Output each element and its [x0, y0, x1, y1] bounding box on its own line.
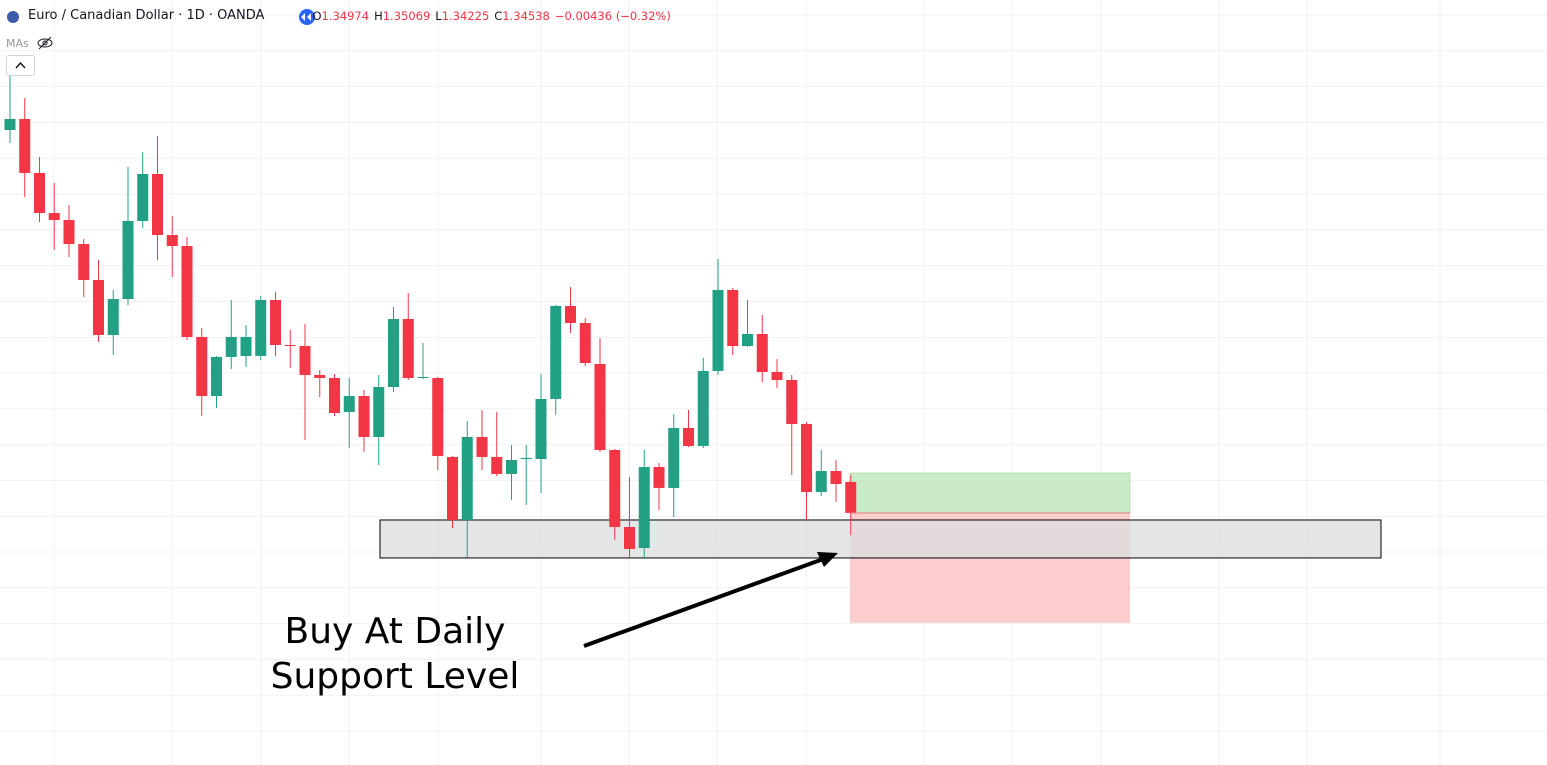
candle-body: [579, 322, 591, 364]
candle-body: [476, 436, 488, 457]
ohlc-letter: O: [312, 8, 322, 23]
candle-body: [683, 428, 694, 447]
ohlc-letter: L: [435, 8, 442, 23]
candle-body: [712, 289, 724, 371]
candle-body: [594, 364, 606, 450]
candle-body: [137, 173, 149, 221]
candle-body: [211, 356, 222, 397]
candle-body: [34, 172, 45, 214]
candle-body: [19, 118, 31, 173]
candle-body: [255, 299, 267, 356]
candle-body: [358, 396, 370, 437]
target-zone: [849, 472, 1131, 514]
candle-body: [550, 305, 562, 400]
symbol-logo: [7, 11, 19, 23]
candle-body: [609, 449, 621, 528]
candle-body: [78, 244, 90, 281]
candle-body: [48, 213, 60, 220]
candle-body: [535, 399, 547, 460]
candle-body: [668, 428, 680, 488]
ohlc-value: 1.35069: [382, 8, 431, 23]
candle-body: [520, 457, 532, 460]
ohlc-letter: H: [374, 8, 383, 23]
candle-body: [624, 527, 635, 549]
candle-body: [314, 374, 326, 379]
replay-arrows: [301, 13, 311, 21]
candle-body: [240, 336, 252, 356]
candle-body: [93, 280, 104, 335]
annotation-text: Support Level: [271, 656, 520, 697]
candle-body: [432, 378, 444, 456]
chevron: [15, 61, 26, 69]
candle-body: [225, 336, 237, 357]
candle-body: [771, 371, 783, 381]
candle-body: [461, 436, 473, 520]
candle-body: [506, 460, 517, 474]
candle-body: [638, 466, 650, 549]
candle-body: [653, 466, 665, 488]
candle-body: [373, 386, 385, 437]
candle-body: [343, 396, 355, 413]
candle-body: [756, 333, 768, 372]
arrow-shaft: [583, 556, 827, 648]
candle-body: [417, 377, 429, 379]
ohlc-value: 1.34538: [502, 8, 550, 23]
candle-body: [4, 118, 16, 131]
candle-body: [166, 234, 178, 247]
candle-body: [388, 318, 399, 387]
header: Euro / Canadian Dollar · 1D · OANDA O1.3…: [28, 8, 676, 23]
ohlc-letter: C: [494, 8, 503, 23]
candle-body: [565, 305, 576, 323]
candle-body: [815, 470, 827, 493]
ohlc: O1.34974 H1.35069 L1.34225 C1.34538 −0.00436…: [312, 9, 675, 23]
support-zone: [379, 519, 1382, 559]
symbol[interactable]: Euro / Canadian Dollar · 1D · OANDA: [28, 8, 265, 23]
annotation-text: Buy At Daily: [285, 611, 506, 652]
candle-body: [270, 299, 281, 346]
collapse-button[interactable]: [6, 55, 35, 76]
candle-body: [697, 370, 709, 447]
arrow-head: [817, 552, 838, 567]
candle-body: [402, 318, 414, 379]
ohlc-value: 1.34225: [441, 8, 490, 23]
hide-icon[interactable]: [36, 36, 54, 50]
candle-body: [329, 378, 340, 414]
candle-body: [491, 456, 503, 474]
candle-body: [122, 220, 134, 300]
candle-body: [107, 299, 119, 335]
candle-body: [152, 173, 163, 235]
change: −0.00436 (−0.32%): [554, 8, 671, 23]
candle-body: [284, 345, 296, 347]
indicator-label: MAs: [6, 37, 29, 50]
candle-body: [181, 246, 193, 337]
candle-body: [845, 481, 857, 513]
candle-body: [801, 423, 812, 493]
candle-body: [63, 219, 75, 245]
ohlc-value: 1.34974: [321, 8, 370, 23]
candle-body: [196, 336, 208, 397]
candle-body: [742, 333, 753, 347]
indicator[interactable]: MAs: [6, 33, 53, 50]
candle-body: [447, 456, 458, 520]
candle-body: [786, 380, 798, 424]
candle-body: [299, 346, 311, 375]
candle-body: [727, 289, 739, 347]
candle-body: [830, 470, 842, 484]
